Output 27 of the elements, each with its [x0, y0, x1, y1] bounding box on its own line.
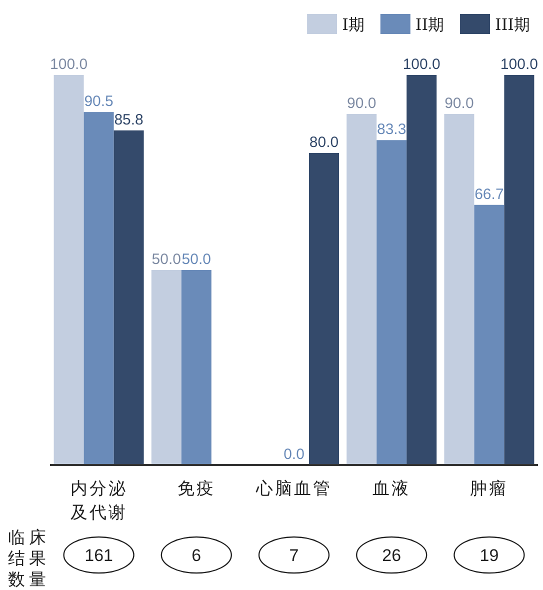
legend-label: II期	[415, 15, 444, 34]
value-label: 66.7	[474, 186, 504, 203]
x-tick-label: 血液	[372, 479, 411, 499]
x-tick-label: 免疫	[177, 479, 216, 499]
legend-label: III期	[495, 15, 530, 34]
value-label: 90.0	[347, 95, 376, 112]
legend-label: I期	[342, 15, 364, 34]
text: 7	[289, 546, 299, 565]
value-label: 100.0	[402, 56, 440, 73]
text: 26	[382, 546, 402, 565]
text: 19	[480, 546, 499, 565]
x-tick-label: 内分泌及代谢	[70, 479, 128, 523]
value-label: 50.0	[152, 251, 181, 268]
value-label: 90.5	[84, 93, 114, 110]
value-label: 85.8	[114, 111, 144, 128]
text: 161	[84, 546, 113, 565]
value-label: 0.0	[284, 446, 304, 463]
value-label: 50.0	[182, 251, 211, 268]
x-tick-label: 肿瘤	[470, 479, 508, 499]
value-label: 90.0	[444, 95, 474, 112]
value-label: 100.0	[50, 56, 88, 73]
x-tick-label: 心脑血管	[255, 479, 332, 499]
value-label: 100.0	[500, 56, 538, 73]
text: 临床结果数量	[8, 528, 50, 590]
value-label: 83.3	[377, 121, 406, 138]
value-label: 80.0	[309, 134, 339, 151]
text: 6	[192, 546, 202, 565]
